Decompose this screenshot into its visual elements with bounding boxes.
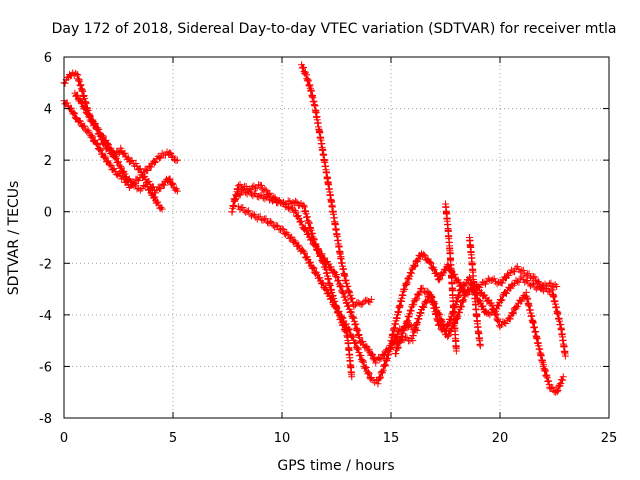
- series-arc3: [298, 61, 375, 310]
- data-layer: [60, 61, 569, 396]
- y-axis-label: SDTVAR / TECUs: [6, 181, 22, 296]
- y-tick-label: 0: [44, 206, 52, 221]
- series-arc4d: [442, 200, 460, 355]
- x-tick-label: 15: [383, 431, 400, 446]
- series-arc2c: [228, 181, 356, 381]
- chart-title: Day 172 of 2018, Sidereal Day-to-day VTE…: [52, 21, 617, 37]
- axis-layer: 0 5 10 15 20 25 -8 -6 -4 -2 0 2 4 6: [39, 51, 617, 446]
- y-tick-label: -4: [39, 309, 52, 324]
- y-tick-label: 4: [44, 103, 52, 118]
- y-tick-label: -6: [39, 360, 52, 375]
- y-tick-label: -2: [39, 257, 52, 272]
- x-tick-label: 20: [492, 431, 509, 446]
- series-markers: [298, 61, 375, 310]
- y-tick-label: -8: [39, 412, 52, 427]
- y-tick-label: 2: [44, 154, 52, 169]
- series-markers: [466, 234, 484, 350]
- series-markers: [228, 181, 356, 381]
- x-tick-label: 5: [169, 431, 177, 446]
- x-tick-label: 25: [601, 431, 618, 446]
- x-tick-label: 10: [274, 431, 291, 446]
- y-tick-label: 6: [44, 51, 52, 66]
- x-axis-label: GPS time / hours: [277, 458, 394, 474]
- series-arc1c: [71, 89, 166, 213]
- series-markers: [71, 89, 166, 213]
- series-arc4e: [466, 234, 484, 350]
- x-tick-label: 0: [60, 431, 68, 446]
- series-markers: [409, 273, 561, 340]
- series-markers: [442, 200, 460, 355]
- plot-frame: [63, 56, 610, 419]
- series-arc4c: [409, 273, 561, 340]
